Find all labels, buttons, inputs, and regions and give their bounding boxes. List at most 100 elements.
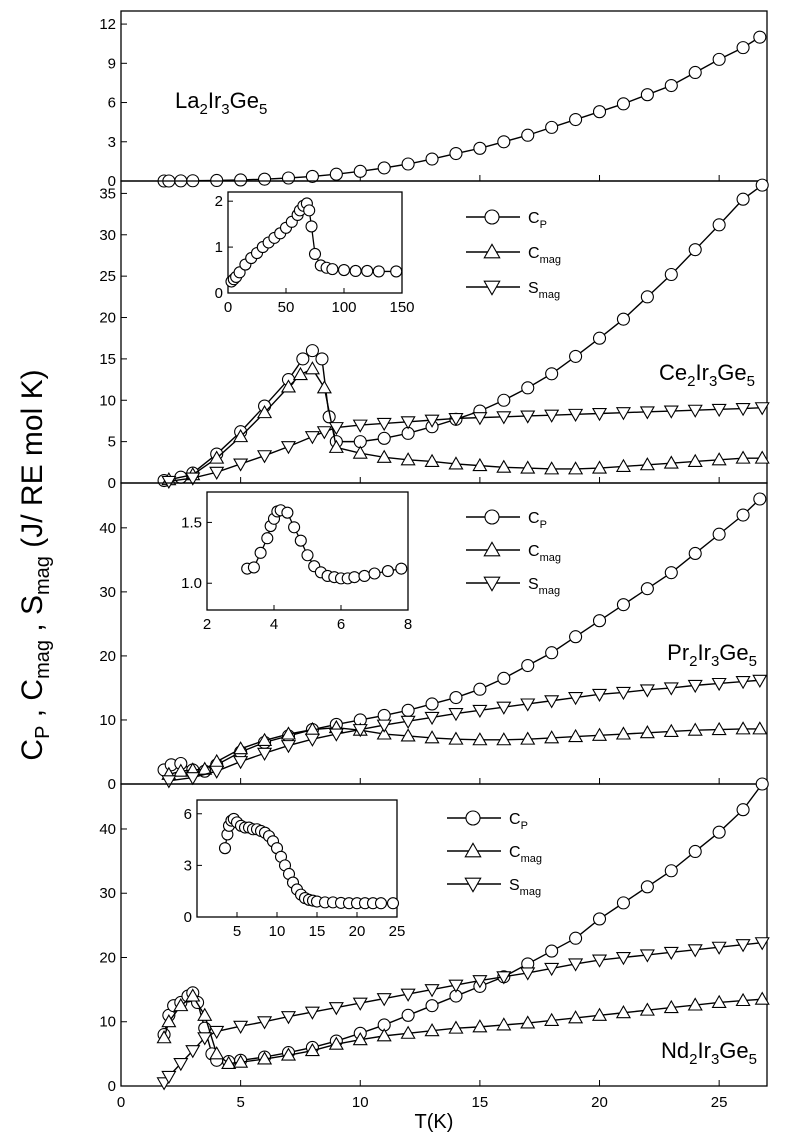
legend-item: CP <box>466 209 547 231</box>
data-point <box>233 1054 249 1068</box>
data-point <box>663 723 679 737</box>
data-point <box>185 772 201 786</box>
inset-y-tick-label: 6 <box>184 806 192 823</box>
data-point <box>257 1016 273 1030</box>
data-point <box>568 728 584 743</box>
data-point <box>592 105 607 119</box>
data-point <box>663 999 679 1014</box>
data-point <box>425 999 439 1013</box>
data-point <box>197 1007 213 1021</box>
label-part: S <box>528 280 539 297</box>
inset-data-point <box>349 264 362 278</box>
data-point <box>473 682 487 696</box>
data-point <box>497 671 511 685</box>
data-point <box>753 30 767 44</box>
data-point <box>448 456 464 470</box>
inset-y-tick-label: 2 <box>215 193 223 210</box>
data-point <box>233 741 249 755</box>
data-point <box>663 405 679 419</box>
y-tick-label: 40 <box>99 520 116 537</box>
data-point <box>401 703 415 717</box>
panel-frame <box>120 180 768 484</box>
inset-data-point <box>218 842 232 855</box>
data-point <box>448 1020 464 1034</box>
data-point <box>688 546 702 560</box>
y-tick-label: 30 <box>99 227 116 244</box>
data-point <box>520 698 536 712</box>
inset-data-point <box>247 561 260 574</box>
legend-item: Smag <box>466 280 560 301</box>
data-point <box>544 730 560 744</box>
data-point <box>520 410 536 424</box>
data-point <box>591 688 608 703</box>
data-point <box>257 450 273 464</box>
compound-label: La2Ir3Ge5 <box>175 88 267 118</box>
legend-label: CP <box>528 510 547 531</box>
data-point <box>591 407 608 422</box>
data-point <box>568 692 584 706</box>
series-c-mag <box>161 719 768 780</box>
data-point <box>640 290 654 304</box>
data-point <box>664 864 678 878</box>
y-tick-label: 35 <box>99 185 116 202</box>
inset-data-point <box>303 204 316 217</box>
data-point <box>280 740 297 754</box>
data-point <box>755 777 769 791</box>
data-point <box>616 97 630 111</box>
data-point <box>736 192 750 206</box>
data-point <box>521 381 535 395</box>
label-part: Nd <box>661 1038 689 1063</box>
y-tick-label: 20 <box>99 310 116 327</box>
subscript: 3 <box>711 1051 719 1068</box>
data-point <box>735 676 751 690</box>
data-point <box>663 682 679 696</box>
legend-label: Smag <box>509 877 541 898</box>
legend-item: Smag <box>466 576 560 597</box>
data-point <box>425 697 439 711</box>
inset-pr: 2 4 6 8 1.0 1.5 <box>181 491 412 633</box>
inset-x-tick-label: 15 <box>309 923 326 940</box>
data-point <box>639 725 655 739</box>
label-part: C <box>16 739 49 761</box>
data-point <box>233 1020 249 1034</box>
x-tick-label: 20 <box>591 1094 608 1111</box>
data-point <box>316 380 332 394</box>
data-point <box>687 997 703 1011</box>
data-point <box>754 402 770 416</box>
data-point <box>209 450 225 464</box>
data-point <box>568 958 584 972</box>
data-point <box>520 731 536 745</box>
subscript: 5 <box>747 373 755 390</box>
label-part: , C <box>16 679 49 726</box>
inset-data-point <box>395 562 408 575</box>
data-point <box>161 1014 177 1028</box>
subscript: mag <box>539 585 560 597</box>
y-tick-label: 0 <box>108 1078 116 1095</box>
data-point <box>376 719 392 733</box>
legend-marker <box>483 243 501 259</box>
y-tick-label: 10 <box>99 1014 116 1031</box>
data-point <box>544 695 560 709</box>
series-line <box>168 726 760 776</box>
data-point <box>496 971 512 985</box>
series-line <box>164 36 761 182</box>
data-point <box>304 1042 320 1057</box>
data-point <box>711 941 727 955</box>
legend-marker <box>465 810 481 826</box>
x-axis-label: T(K) <box>415 1111 454 1133</box>
subscript: mag <box>540 552 561 564</box>
data-point <box>257 747 273 761</box>
data-point <box>688 844 702 859</box>
y-tick-label: 0 <box>108 475 116 492</box>
inset-x-tick-label: 25 <box>389 923 406 940</box>
y-tick-label: 20 <box>99 949 116 966</box>
data-point <box>569 931 583 945</box>
data-point <box>735 992 751 1007</box>
data-point <box>233 756 249 770</box>
data-point <box>569 349 583 363</box>
data-point <box>569 630 583 644</box>
data-point <box>711 403 727 418</box>
data-point <box>376 1028 392 1042</box>
